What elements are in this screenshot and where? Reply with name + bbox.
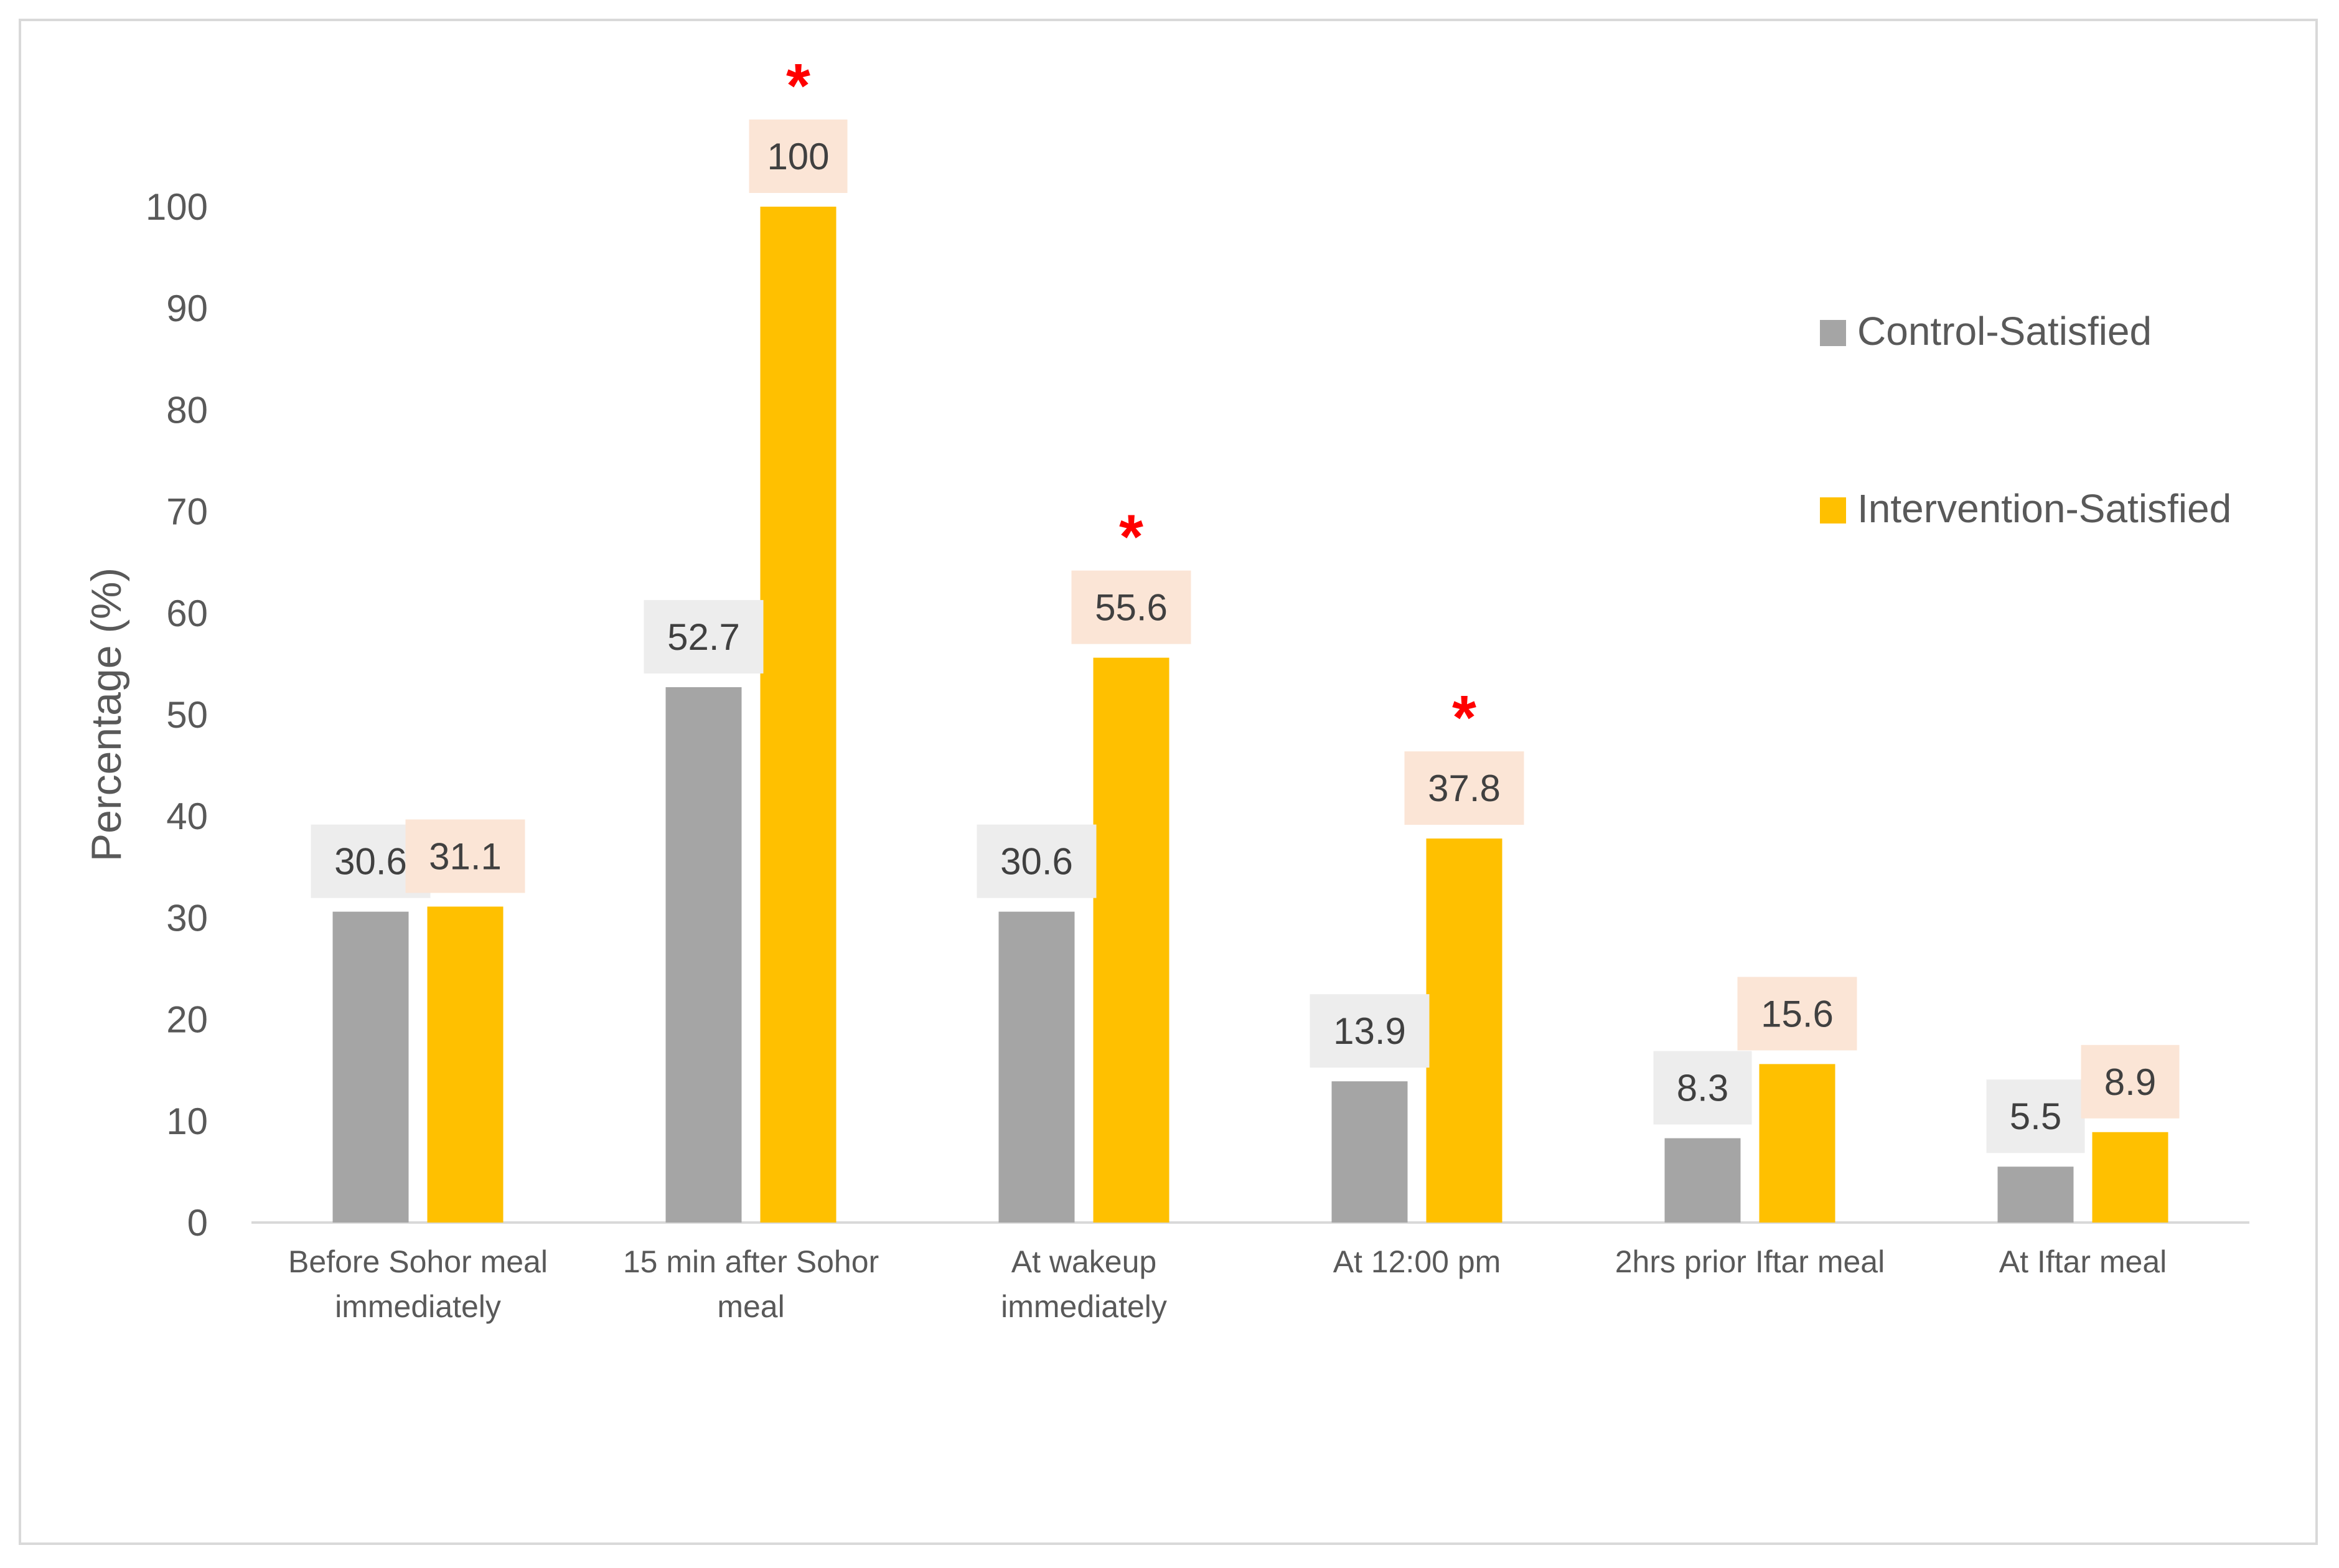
category-label: 15 min after Sohor — [623, 1244, 879, 1279]
y-axis-title: Percentage (%) — [83, 568, 130, 861]
bar-intervention — [2092, 1132, 2168, 1223]
y-axis-ticks: 0 10 20 30 40 50 60 70 80 90 100 — [146, 186, 208, 1244]
category-label: At Iftar meal — [1999, 1244, 2167, 1279]
category-label: immediately — [335, 1289, 501, 1324]
data-label-background — [644, 599, 764, 674]
bars — [332, 207, 2168, 1223]
y-tick-label: 90 — [166, 288, 208, 329]
y-tick-label: 20 — [166, 999, 208, 1041]
bar-control — [1664, 1138, 1741, 1223]
data-label-background — [1653, 1051, 1752, 1125]
bar-control — [1997, 1167, 2074, 1223]
category-label: At 12:00 pm — [1333, 1244, 1501, 1279]
category-label: immediately — [1001, 1289, 1167, 1324]
bar-intervention — [1426, 838, 1502, 1223]
data-label-intervention: 55.6 — [1095, 587, 1168, 629]
bar-control — [1331, 1081, 1408, 1223]
category-label: meal — [717, 1289, 784, 1324]
data-label-intervention: 15.6 — [1761, 993, 1834, 1035]
y-tick-label: 40 — [166, 796, 208, 837]
significance-star: * — [1452, 683, 1476, 753]
data-label-background — [405, 819, 525, 893]
data-label-control: 30.6 — [1000, 841, 1073, 883]
y-tick-label: 100 — [146, 186, 208, 228]
significance-star: * — [1119, 502, 1143, 572]
bar-intervention — [427, 906, 504, 1223]
bar-control — [332, 911, 409, 1223]
y-tick-label: 60 — [166, 593, 208, 634]
data-labels: 30.6 31.1 52.7 100 * 30.6 55.6 * 13.9 37.8 * 8.3 15.… — [311, 51, 2180, 1153]
category-label: Before Sohor meal — [288, 1244, 548, 1279]
data-label-background — [2081, 1045, 2180, 1119]
y-tick-label: 80 — [166, 389, 208, 431]
data-label-control: 52.7 — [667, 616, 740, 658]
y-tick-label: 50 — [166, 694, 208, 736]
data-label-background — [1404, 751, 1524, 825]
bar-intervention — [760, 207, 837, 1223]
bar-control — [998, 911, 1075, 1223]
bar-intervention — [1093, 657, 1170, 1223]
data-label-background — [749, 120, 848, 193]
data-label-intervention: 8.9 — [2104, 1061, 2156, 1103]
y-tick-label: 70 — [166, 491, 208, 533]
legend: Control-Satisfied Intervention-Satisfied — [1820, 309, 2231, 531]
data-label-intervention: 31.1 — [429, 835, 502, 877]
category-label: 2hrs prior Iftar meal — [1615, 1244, 1885, 1279]
legend-swatch — [1820, 497, 1846, 523]
bar-control — [665, 687, 742, 1223]
data-label-control: 8.3 — [1677, 1068, 1728, 1109]
significance-star: * — [786, 51, 810, 121]
chart-frame: 0 10 20 30 40 50 60 70 80 90 100 30.6 31.1 52.7 100 * 3… — [19, 19, 2318, 1545]
legend-label: Control-Satisfied — [1857, 309, 2152, 354]
data-label-background — [977, 824, 1097, 898]
y-tick-label: 0 — [187, 1202, 208, 1244]
y-tick-label: 30 — [166, 897, 208, 939]
data-label-background — [1986, 1079, 2085, 1153]
bar-intervention — [1759, 1064, 1835, 1223]
legend-swatch — [1820, 320, 1846, 346]
data-label-control: 30.6 — [334, 841, 407, 883]
category-label: At wakeup — [1011, 1244, 1156, 1279]
data-label-background — [1737, 977, 1857, 1051]
category-labels: Before Sohor meal immediately 15 min after… — [288, 1244, 2167, 1324]
data-label-control: 13.9 — [1333, 1010, 1406, 1052]
data-label-intervention: 100 — [767, 136, 829, 177]
data-label-control: 5.5 — [2010, 1096, 2061, 1137]
data-label-background — [1310, 994, 1430, 1068]
data-label-background — [1071, 570, 1191, 644]
legend-label: Intervention-Satisfied — [1857, 486, 2231, 531]
data-label-intervention: 37.8 — [1428, 768, 1501, 809]
y-tick-label: 10 — [166, 1101, 208, 1142]
